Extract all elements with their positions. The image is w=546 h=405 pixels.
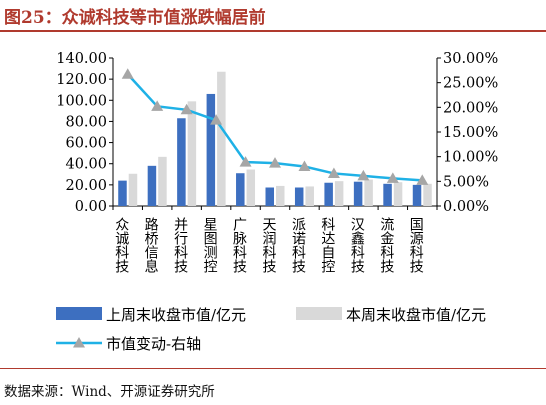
x-tick-label: 国源科技 [408, 217, 424, 274]
bar-this-week [364, 179, 373, 206]
bar-prev-week [206, 93, 216, 206]
right-tick-label: 0.00% [443, 199, 489, 215]
line-marker [239, 156, 252, 167]
line-marker [386, 172, 399, 183]
bar-this-week [334, 181, 344, 206]
line-marker [121, 68, 134, 79]
left-tick-label: 140.00 [56, 51, 107, 67]
legend-label-prev-week: 上周末收盘市值/亿元 [106, 306, 246, 324]
right-tick-label: 15.00% [443, 125, 498, 141]
x-tick-label: 并行科技 [172, 217, 188, 274]
bar-prev-week [147, 165, 157, 206]
bar-this-week [187, 101, 197, 206]
line-marker [416, 174, 429, 185]
legend-swatch-this-week [296, 307, 342, 320]
line-marker [298, 160, 311, 172]
x-tick-label: 众诚科技 [113, 217, 129, 274]
left-tick-label: 80.00 [65, 114, 107, 130]
line-marker [210, 114, 223, 125]
right-tick-label: 20.00% [443, 100, 498, 116]
right-tick-label: 10.00% [443, 150, 498, 166]
bar-prev-week [383, 183, 392, 206]
legend-label-line: 市值变动-右轴 [106, 335, 201, 353]
left-tick-label: 60.00 [65, 136, 107, 152]
title-rule [0, 30, 546, 32]
source-note: 数据来源：Wind、开源证券研究所 [4, 384, 215, 400]
left-tick-label: 0.00 [75, 199, 107, 215]
right-tick-label: 25.00% [443, 76, 498, 92]
bar-this-week [217, 71, 226, 206]
x-tick-label: 路桥信息 [143, 217, 159, 273]
legend-marker-line [73, 337, 85, 348]
bar-prev-week [265, 187, 274, 206]
line-marker [269, 157, 281, 168]
x-tick-label: 派诺科技 [290, 217, 306, 274]
right-tick-label: 30.00% [443, 51, 498, 67]
right-tick-label: 5.00% [443, 174, 489, 190]
line-marker [357, 169, 370, 181]
bar-prev-week [324, 182, 333, 206]
bar-this-week [305, 186, 314, 206]
legend-swatch-prev-week [56, 307, 102, 320]
left-tick-label: 40.00 [65, 157, 107, 173]
legend-label-this-week: 本周末收盘市值/亿元 [346, 306, 486, 324]
left-tick-label: 20.00 [65, 178, 107, 194]
x-tick-labels: 众诚科技 路桥信息 并行科技 星图测控 广脉科技 天润科技 派诺科技 科达自控 汉鑫科技 流金科技… [113, 217, 424, 274]
bar-prev-week [118, 180, 127, 206]
left-tick-label: 100.00 [56, 93, 107, 109]
line-marker [180, 103, 193, 115]
bar-prev-week [353, 181, 363, 206]
bar-prev-week [236, 173, 245, 206]
bar-this-week [246, 169, 256, 206]
x-tick-label: 星图测控 [202, 217, 218, 273]
bar-layer [118, 71, 432, 206]
x-tick-label: 汉鑫科技 [349, 217, 365, 274]
bar-prev-week [294, 187, 304, 206]
line-marker [327, 167, 340, 178]
line-marker [151, 100, 164, 111]
chart-axes: 0.00 20.00 40.00 60.00 80.00 100.00 120.00 140.… [56, 51, 498, 215]
left-tick-label: 120.00 [56, 72, 107, 88]
x-tick-label: 广脉科技 [231, 217, 247, 274]
bar-this-week [158, 156, 167, 206]
footer-rule [0, 368, 546, 369]
x-tick-label: 流金科技 [378, 217, 394, 274]
bar-this-week [128, 173, 138, 206]
x-tick-label: 科达自控 [319, 217, 335, 273]
bar-this-week [393, 182, 403, 206]
bar-this-week [276, 185, 285, 206]
x-tick-label: 天润科技 [261, 217, 277, 274]
bar-prev-week [412, 184, 422, 206]
line-layer [121, 68, 429, 185]
bar-prev-week [177, 118, 186, 206]
figure-title: 图25：众诚科技等市值涨跌幅居前 [4, 8, 266, 28]
bar-this-week [423, 183, 432, 206]
